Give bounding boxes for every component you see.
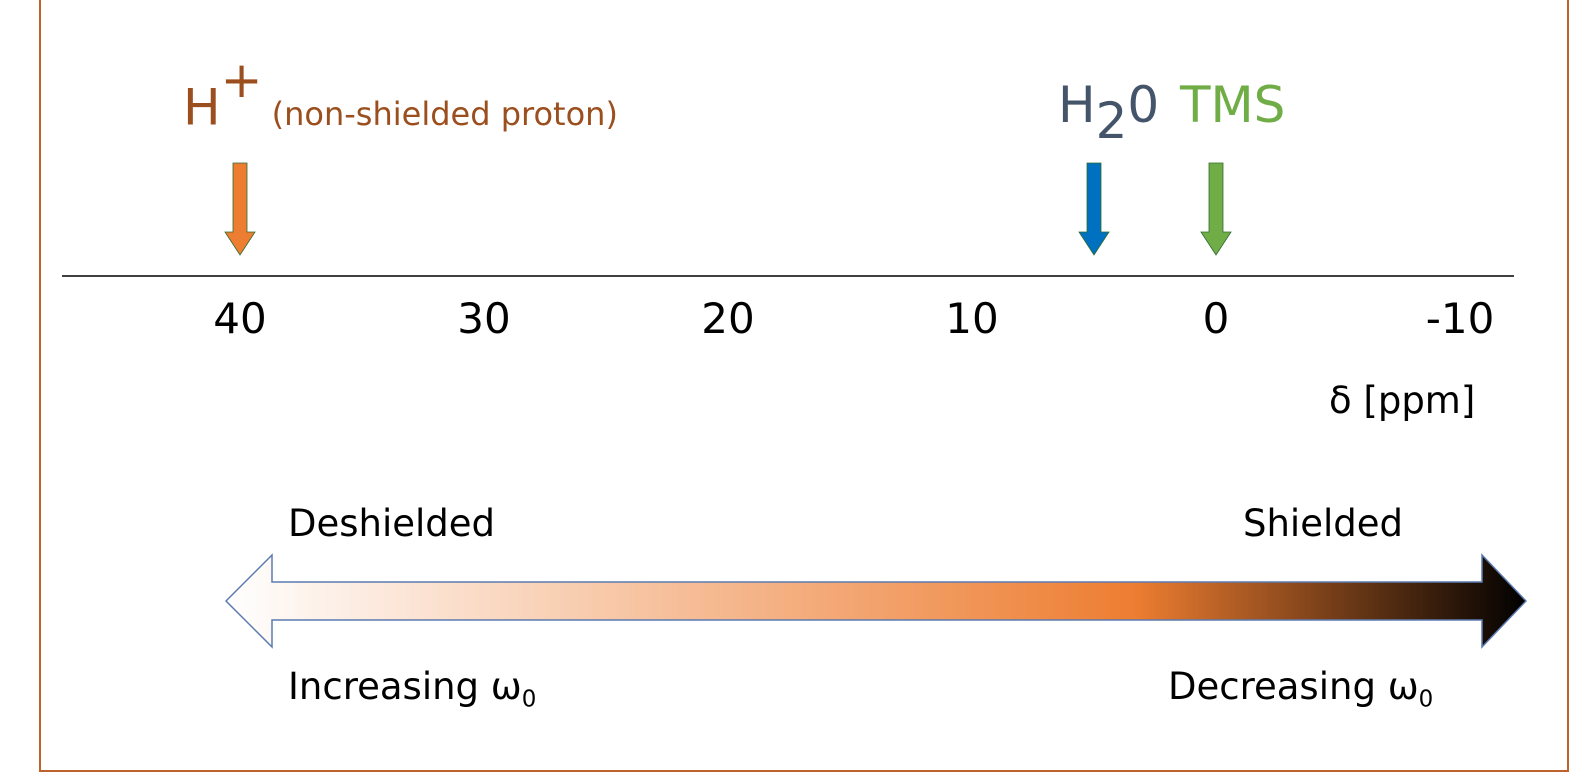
decreasing-omega-sub: 0 [1418,686,1434,713]
water-label: H20 [1058,80,1159,146]
frame-border [39,0,1569,772]
shielding-gradient-arrow [224,553,1528,649]
shielded-label: Shielded [1243,502,1403,545]
axis-tick-label: -10 [1425,294,1495,343]
tms-symbol: TMS [1180,76,1286,134]
water-subscript: 2 [1095,92,1128,150]
axis-tick-label: 40 [213,294,267,343]
tms-marker-arrow [1200,162,1232,256]
water-marker-arrow [1078,162,1110,256]
tms-label: TMS [1180,80,1285,130]
h-plus-note: (non-shielded proton) [271,94,618,133]
axis-tick-label: 30 [457,294,511,343]
axis-tick-label: 20 [701,294,755,343]
h-plus-superscript: + [220,51,263,109]
increasing-omega-text: Increasing ω [288,665,522,708]
h-plus-label: H+ (non-shielded proton) [183,55,618,133]
decreasing-omega-text: Decreasing ω [1168,665,1419,708]
water-symbol: H [1058,76,1096,134]
increasing-omega-label: Increasing ω0 [288,665,536,711]
axis-tick-label: 10 [945,294,999,343]
deshielded-label: Deshielded [288,502,496,545]
h-plus-symbol: H [183,78,221,137]
h-plus-marker-arrow [224,162,256,256]
axis-unit-label: δ [ppm] [1329,379,1476,422]
axis-tick-label: 0 [1202,294,1230,343]
decreasing-omega-label: Decreasing ω0 [1168,665,1433,711]
water-suffix: 0 [1127,76,1160,134]
increasing-omega-sub: 0 [521,686,537,713]
